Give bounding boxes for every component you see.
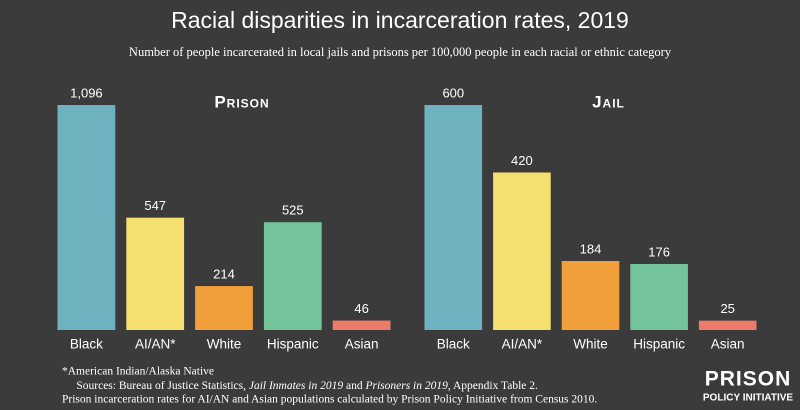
bar: [698, 320, 757, 330]
value-label: 600: [442, 85, 464, 100]
footnote: *American Indian/Alaska Native: [62, 366, 214, 378]
x-tick-label: White: [573, 337, 608, 352]
sources-title: Prisoners in 2019: [364, 380, 448, 392]
bar: [630, 264, 688, 330]
bar: [263, 222, 322, 330]
value-label: 176: [648, 244, 670, 259]
value-label: 25: [720, 301, 734, 316]
panel-title: Prison: [214, 92, 269, 111]
bar: [493, 172, 551, 330]
value-label: 420: [511, 153, 533, 168]
x-tick-label: White: [207, 337, 242, 352]
x-tick-label: Hispanic: [633, 337, 685, 352]
x-tick-label: Asian: [711, 337, 745, 352]
logo-line2: POLICY INITIATIVE: [703, 393, 794, 404]
bar: [126, 217, 185, 330]
x-tick-label: AI/AN*: [135, 337, 176, 352]
bar: [332, 320, 391, 330]
bar: [195, 286, 253, 330]
value-label: 214: [213, 267, 235, 282]
bar: [57, 105, 116, 330]
x-tick-label: AI/AN*: [502, 337, 543, 352]
x-tick-label: Asian: [345, 337, 379, 352]
value-label: 1,096: [70, 85, 103, 100]
method-note: Prison incarceration rates for AI/AN and…: [62, 394, 597, 406]
x-tick-label: Hispanic: [267, 337, 319, 352]
sources-text: Sources: Bureau of Justice Statistics,: [76, 380, 248, 392]
bar: [561, 261, 620, 330]
panel-title: Jail: [592, 92, 625, 111]
logo-line1: PRISON: [705, 368, 792, 391]
value-label: 46: [354, 301, 368, 316]
sources-title: Jail Inmates in 2019: [249, 380, 343, 392]
sources-text: and: [343, 380, 365, 392]
chart-subtitle: Number of people incarcerated in local j…: [129, 45, 672, 59]
value-label: 525: [282, 203, 304, 218]
sources: Sources: Bureau of Justice Statistics, J…: [62, 380, 547, 392]
chart-title: Racial disparities in incarceration rate…: [171, 7, 629, 33]
bar: [424, 105, 483, 330]
x-tick-label: Black: [437, 337, 470, 352]
x-tick-label: Black: [70, 337, 103, 352]
value-label: 184: [580, 241, 602, 256]
sources-text: , Appendix Table 2.: [448, 380, 538, 392]
value-label: 547: [144, 198, 166, 213]
